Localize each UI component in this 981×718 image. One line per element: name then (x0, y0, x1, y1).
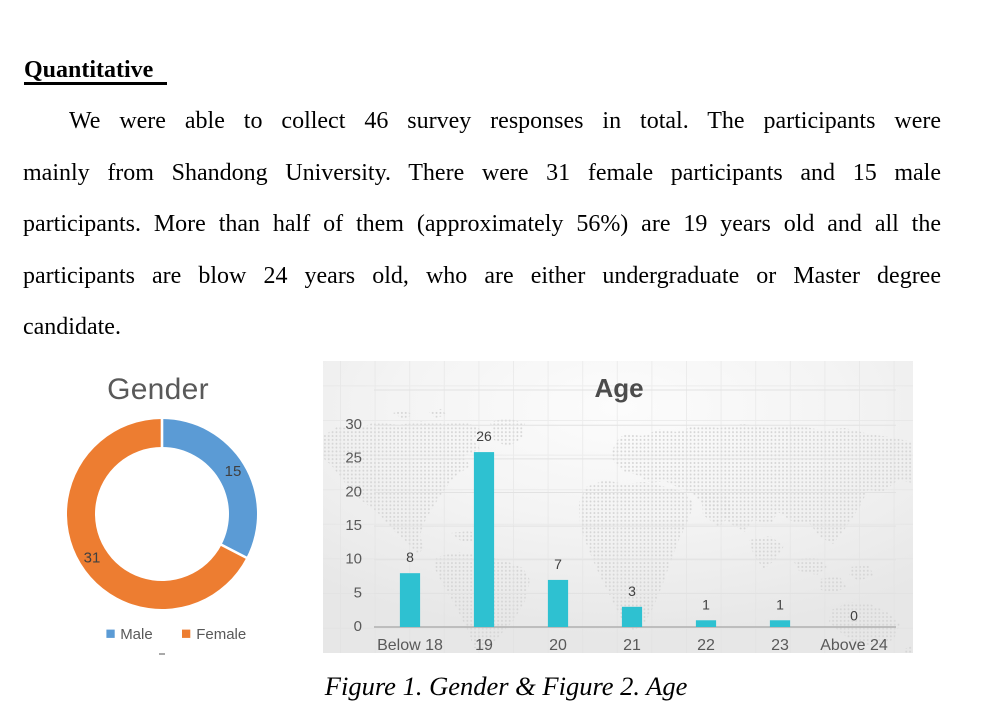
svg-text:21: 21 (623, 637, 641, 653)
svg-text:1: 1 (776, 596, 784, 612)
svg-text:7: 7 (554, 556, 562, 572)
svg-text:Female: Female (196, 626, 246, 643)
svg-text:19: 19 (475, 637, 493, 653)
svg-text:22: 22 (697, 637, 715, 653)
svg-text:Gender: Gender (107, 373, 209, 406)
svg-text:15: 15 (345, 517, 362, 534)
svg-text:8: 8 (406, 549, 414, 565)
svg-text:Age: Age (594, 373, 643, 403)
svg-text:Male: Male (120, 626, 153, 643)
svg-text:3: 3 (628, 583, 636, 599)
svg-text:31: 31 (84, 549, 101, 566)
svg-text:30: 30 (345, 416, 362, 433)
svg-text:20: 20 (345, 483, 362, 500)
svg-text:23: 23 (771, 637, 789, 653)
svg-text:Above 24: Above 24 (820, 637, 888, 653)
svg-text:20: 20 (549, 637, 567, 653)
svg-text:26: 26 (476, 428, 492, 444)
svg-text:0: 0 (850, 608, 858, 624)
svg-text:10: 10 (345, 551, 362, 568)
svg-text:1: 1 (702, 596, 710, 612)
svg-text:Below 18: Below 18 (377, 637, 443, 653)
svg-text:5: 5 (354, 584, 362, 601)
svg-text:15: 15 (225, 463, 242, 480)
svg-text:0: 0 (354, 618, 362, 635)
svg-text:25: 25 (345, 450, 362, 467)
